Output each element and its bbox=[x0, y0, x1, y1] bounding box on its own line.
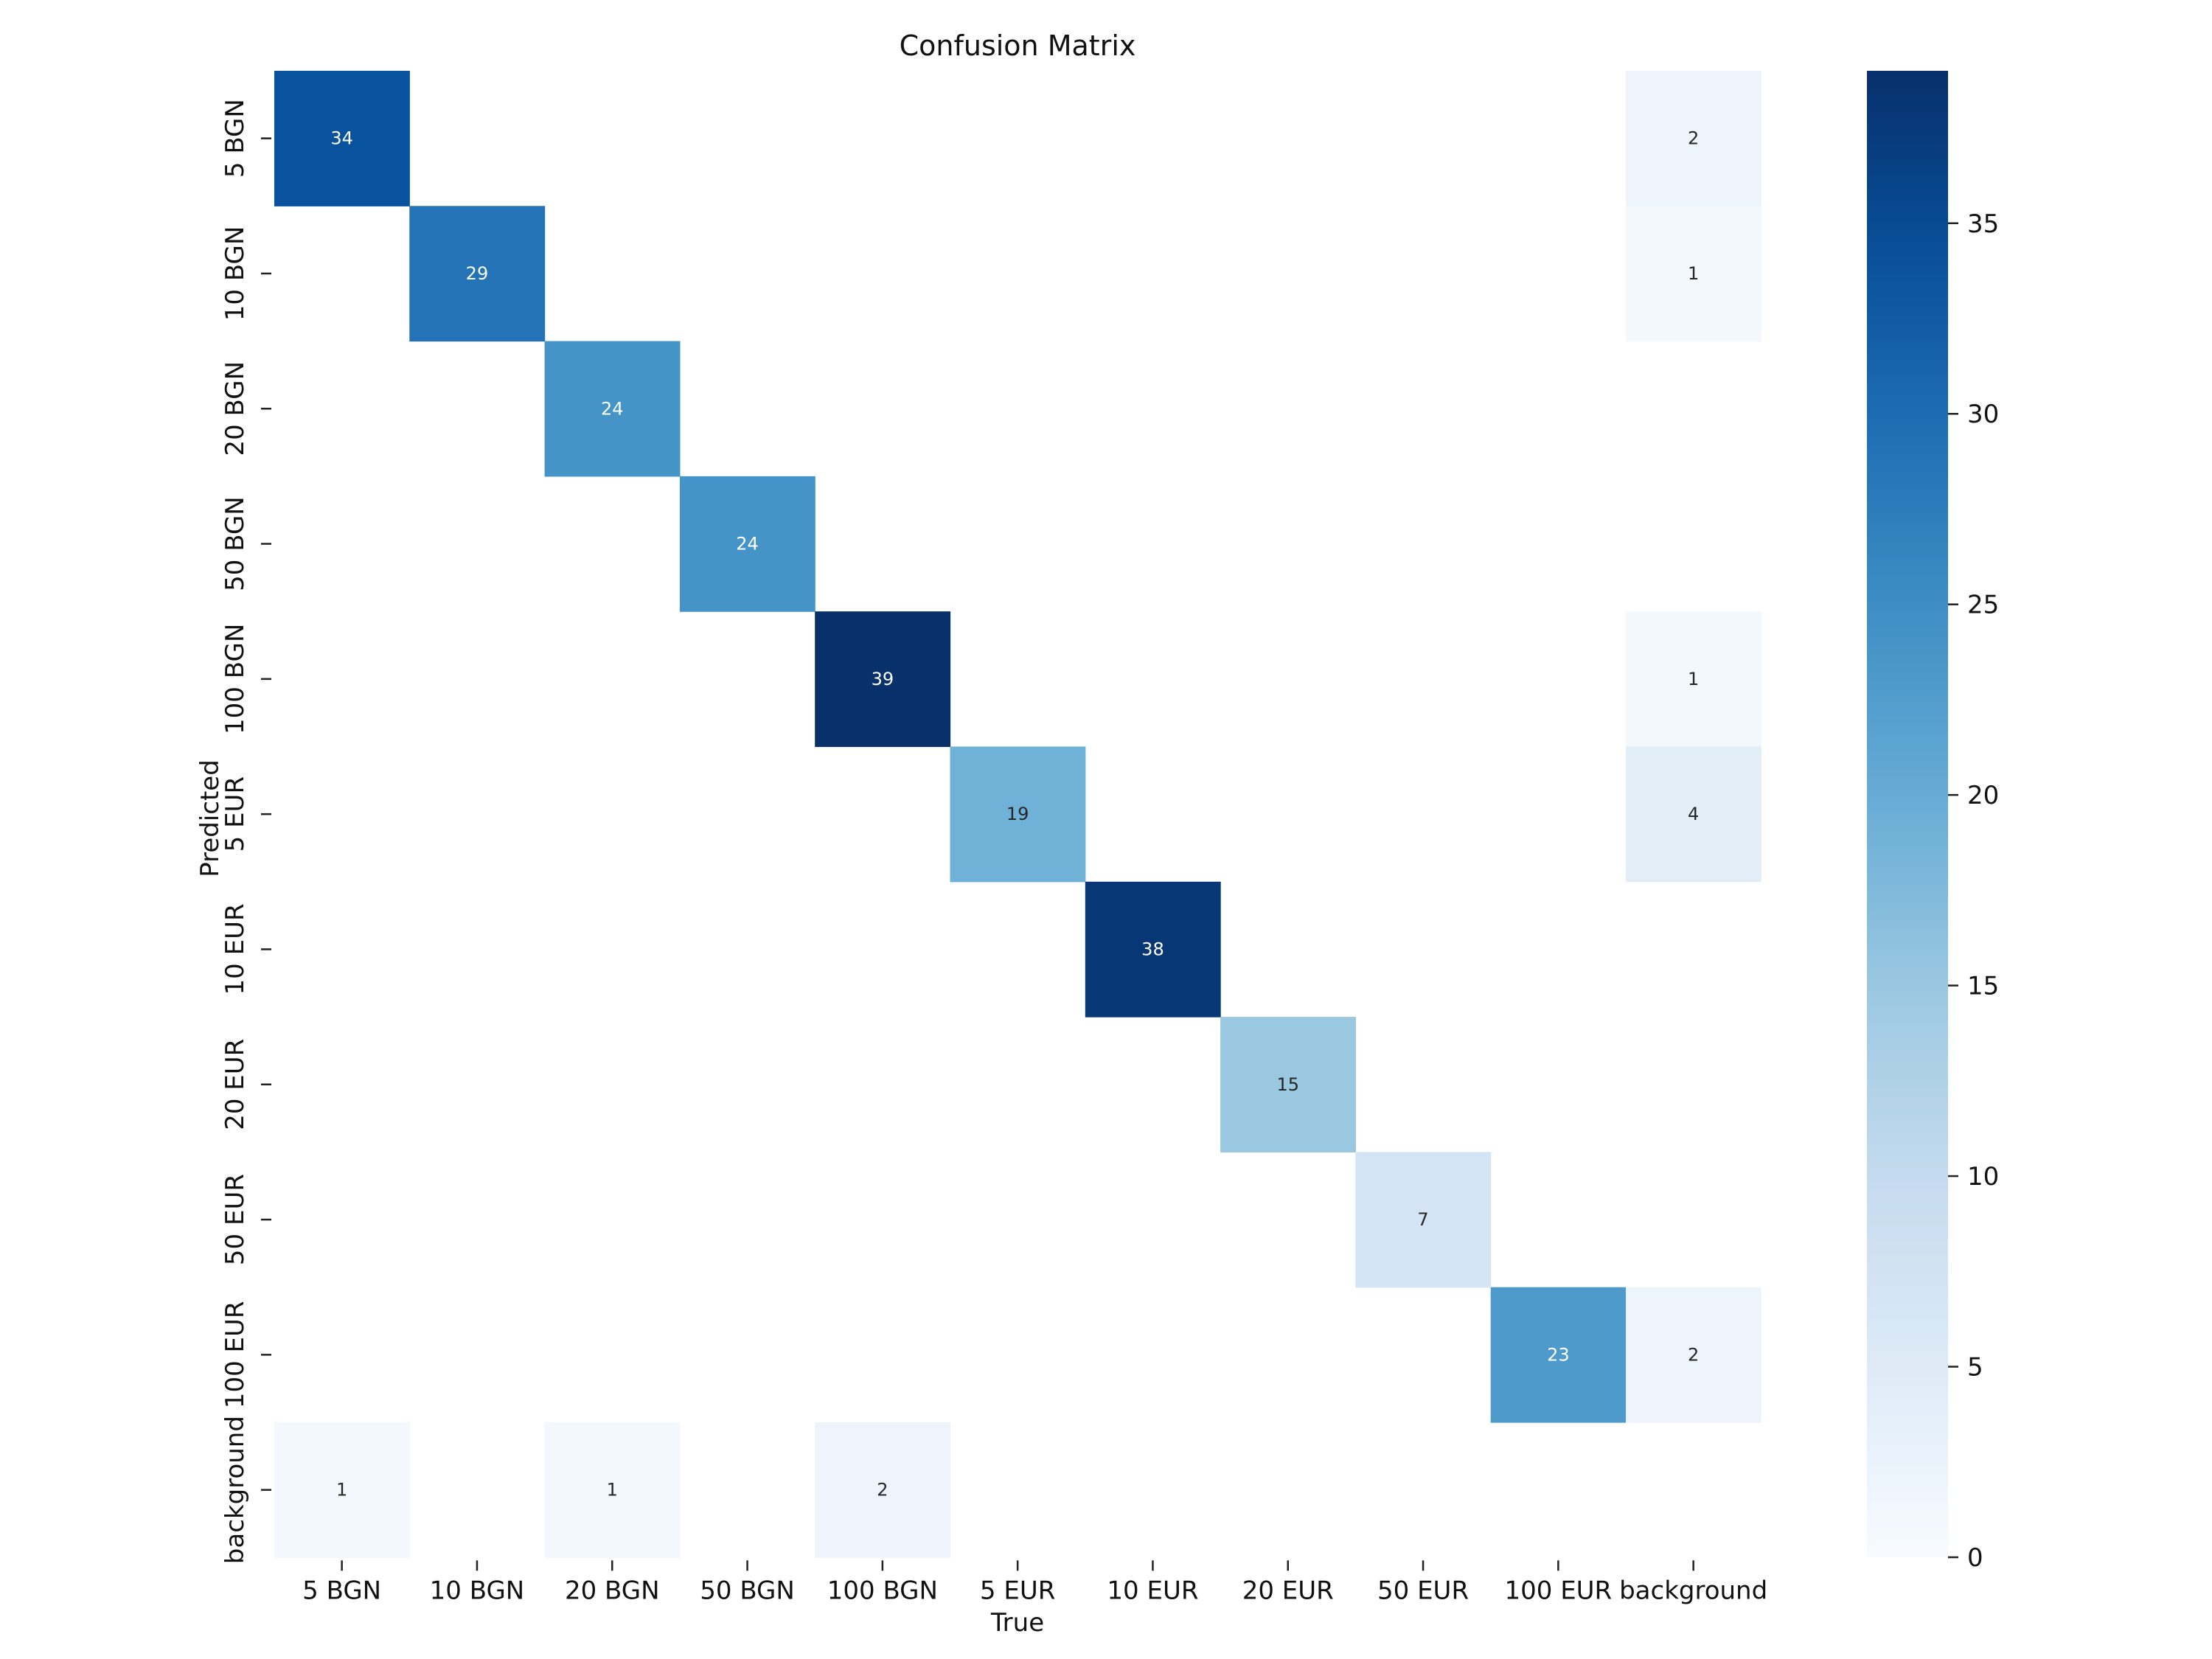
colorbar-tick-label: 0 bbox=[1967, 1543, 1983, 1573]
x-axis-title: True bbox=[990, 1608, 1044, 1638]
heatmap-cell bbox=[544, 1422, 681, 1558]
heatmap-cell bbox=[950, 746, 1086, 883]
y-axis-ticks: 5 BGN 10 BGN 20 BGN 50 BGN 100 BGN 5 EUR 10 EU… bbox=[220, 99, 271, 1564]
y-tick-label: 20 BGN bbox=[220, 361, 250, 456]
colorbar bbox=[1867, 71, 1948, 1557]
x-tick-label: 100 EUR bbox=[1504, 1576, 1612, 1605]
heatmap-cell bbox=[1626, 71, 1761, 206]
cell-value-label: 7 bbox=[1417, 1209, 1428, 1230]
y-tick-label: 100 BGN bbox=[220, 624, 250, 734]
y-tick-label: background bbox=[220, 1416, 250, 1564]
chart-title: Confusion Matrix bbox=[900, 29, 1136, 62]
cell-value-label: 4 bbox=[1688, 804, 1699, 824]
colorbar-tick-label: 30 bbox=[1967, 400, 1999, 429]
y-axis-title: Predicted bbox=[195, 759, 225, 877]
y-tick-label: 10 EUR bbox=[220, 903, 250, 995]
heatmap-cell bbox=[1355, 1152, 1492, 1288]
x-tick-label: 20 BGN bbox=[565, 1576, 660, 1605]
colorbar-tick-label: 20 bbox=[1967, 781, 1999, 810]
heatmap-cell bbox=[679, 476, 815, 612]
x-tick-label: 10 BGN bbox=[430, 1576, 525, 1605]
heatmap-cell bbox=[815, 611, 951, 748]
heatmap-cell bbox=[1626, 746, 1761, 883]
cell-value-label: 39 bbox=[872, 669, 894, 689]
y-tick-label: 50 EUR bbox=[220, 1174, 250, 1265]
x-tick-label: 5 EUR bbox=[980, 1576, 1055, 1605]
x-tick-label: 20 EUR bbox=[1242, 1576, 1334, 1605]
heatmap-cell bbox=[409, 206, 546, 342]
cell-value-label: 24 bbox=[736, 534, 759, 554]
cell-value-label: 1 bbox=[1688, 669, 1699, 689]
heatmap-cell bbox=[274, 1422, 410, 1558]
x-tick-label: background bbox=[1619, 1576, 1767, 1605]
cell-value-label: 2 bbox=[1688, 128, 1699, 149]
cell-value-label: 1 bbox=[336, 1480, 347, 1500]
cell-value-label: 1 bbox=[1688, 263, 1699, 284]
cell-value-label: 29 bbox=[466, 263, 489, 284]
y-tick-label: 50 BGN bbox=[220, 496, 250, 591]
y-tick-label: 5 EUR bbox=[220, 776, 250, 852]
x-tick-label: 100 BGN bbox=[827, 1576, 938, 1605]
x-tick-label: 50 BGN bbox=[700, 1576, 795, 1605]
x-axis-ticks: 5 BGN 10 BGN 20 BGN 50 BGN 100 BGN 5 EUR 10 EU… bbox=[302, 1560, 1767, 1605]
cell-value-label: 2 bbox=[1688, 1344, 1699, 1365]
colorbar-tick-label: 15 bbox=[1967, 972, 1999, 1001]
heatmap-cell bbox=[544, 341, 681, 477]
y-tick-label: 100 EUR bbox=[220, 1301, 250, 1408]
colorbar-ticks: 0 5 10 15 20 25 30 35 bbox=[1948, 209, 1999, 1573]
heatmap-cell bbox=[1626, 1287, 1761, 1423]
colorbar-tick-label: 5 bbox=[1967, 1353, 1983, 1382]
y-tick-label: 5 BGN bbox=[220, 99, 250, 178]
cell-value-label: 24 bbox=[601, 398, 624, 419]
heatmap-cell bbox=[1490, 1287, 1627, 1423]
heatmap-cell bbox=[1220, 1017, 1356, 1152]
cell-value-label: 15 bbox=[1276, 1074, 1299, 1095]
heatmap-cell bbox=[1626, 611, 1761, 748]
colorbar-tick-label: 25 bbox=[1967, 591, 1999, 620]
cell-value-label: 1 bbox=[607, 1480, 618, 1500]
x-tick-label: 5 BGN bbox=[302, 1576, 381, 1605]
y-tick-label: 20 EUR bbox=[220, 1039, 250, 1130]
y-tick-label: 10 BGN bbox=[220, 226, 250, 321]
heatmap-cells: 34 2 29 1 24 24 39 1 19 4 38 15 7 23 2 1 1 2 bbox=[274, 71, 1761, 1558]
cell-value-label: 19 bbox=[1006, 804, 1029, 824]
heatmap-cell bbox=[1626, 206, 1761, 342]
x-tick-label: 50 EUR bbox=[1377, 1576, 1469, 1605]
colorbar-tick-label: 35 bbox=[1967, 209, 1999, 239]
heatmap-cell bbox=[1085, 881, 1221, 1018]
cell-value-label: 38 bbox=[1141, 939, 1164, 959]
cell-value-label: 34 bbox=[330, 128, 353, 149]
cell-value-label: 23 bbox=[1547, 1344, 1570, 1365]
x-tick-label: 10 EUR bbox=[1107, 1576, 1198, 1605]
cell-value-label: 2 bbox=[877, 1480, 888, 1500]
colorbar-tick-label: 10 bbox=[1967, 1162, 1999, 1192]
heatmap-cell bbox=[274, 71, 410, 206]
heatmap-cell bbox=[815, 1422, 951, 1558]
